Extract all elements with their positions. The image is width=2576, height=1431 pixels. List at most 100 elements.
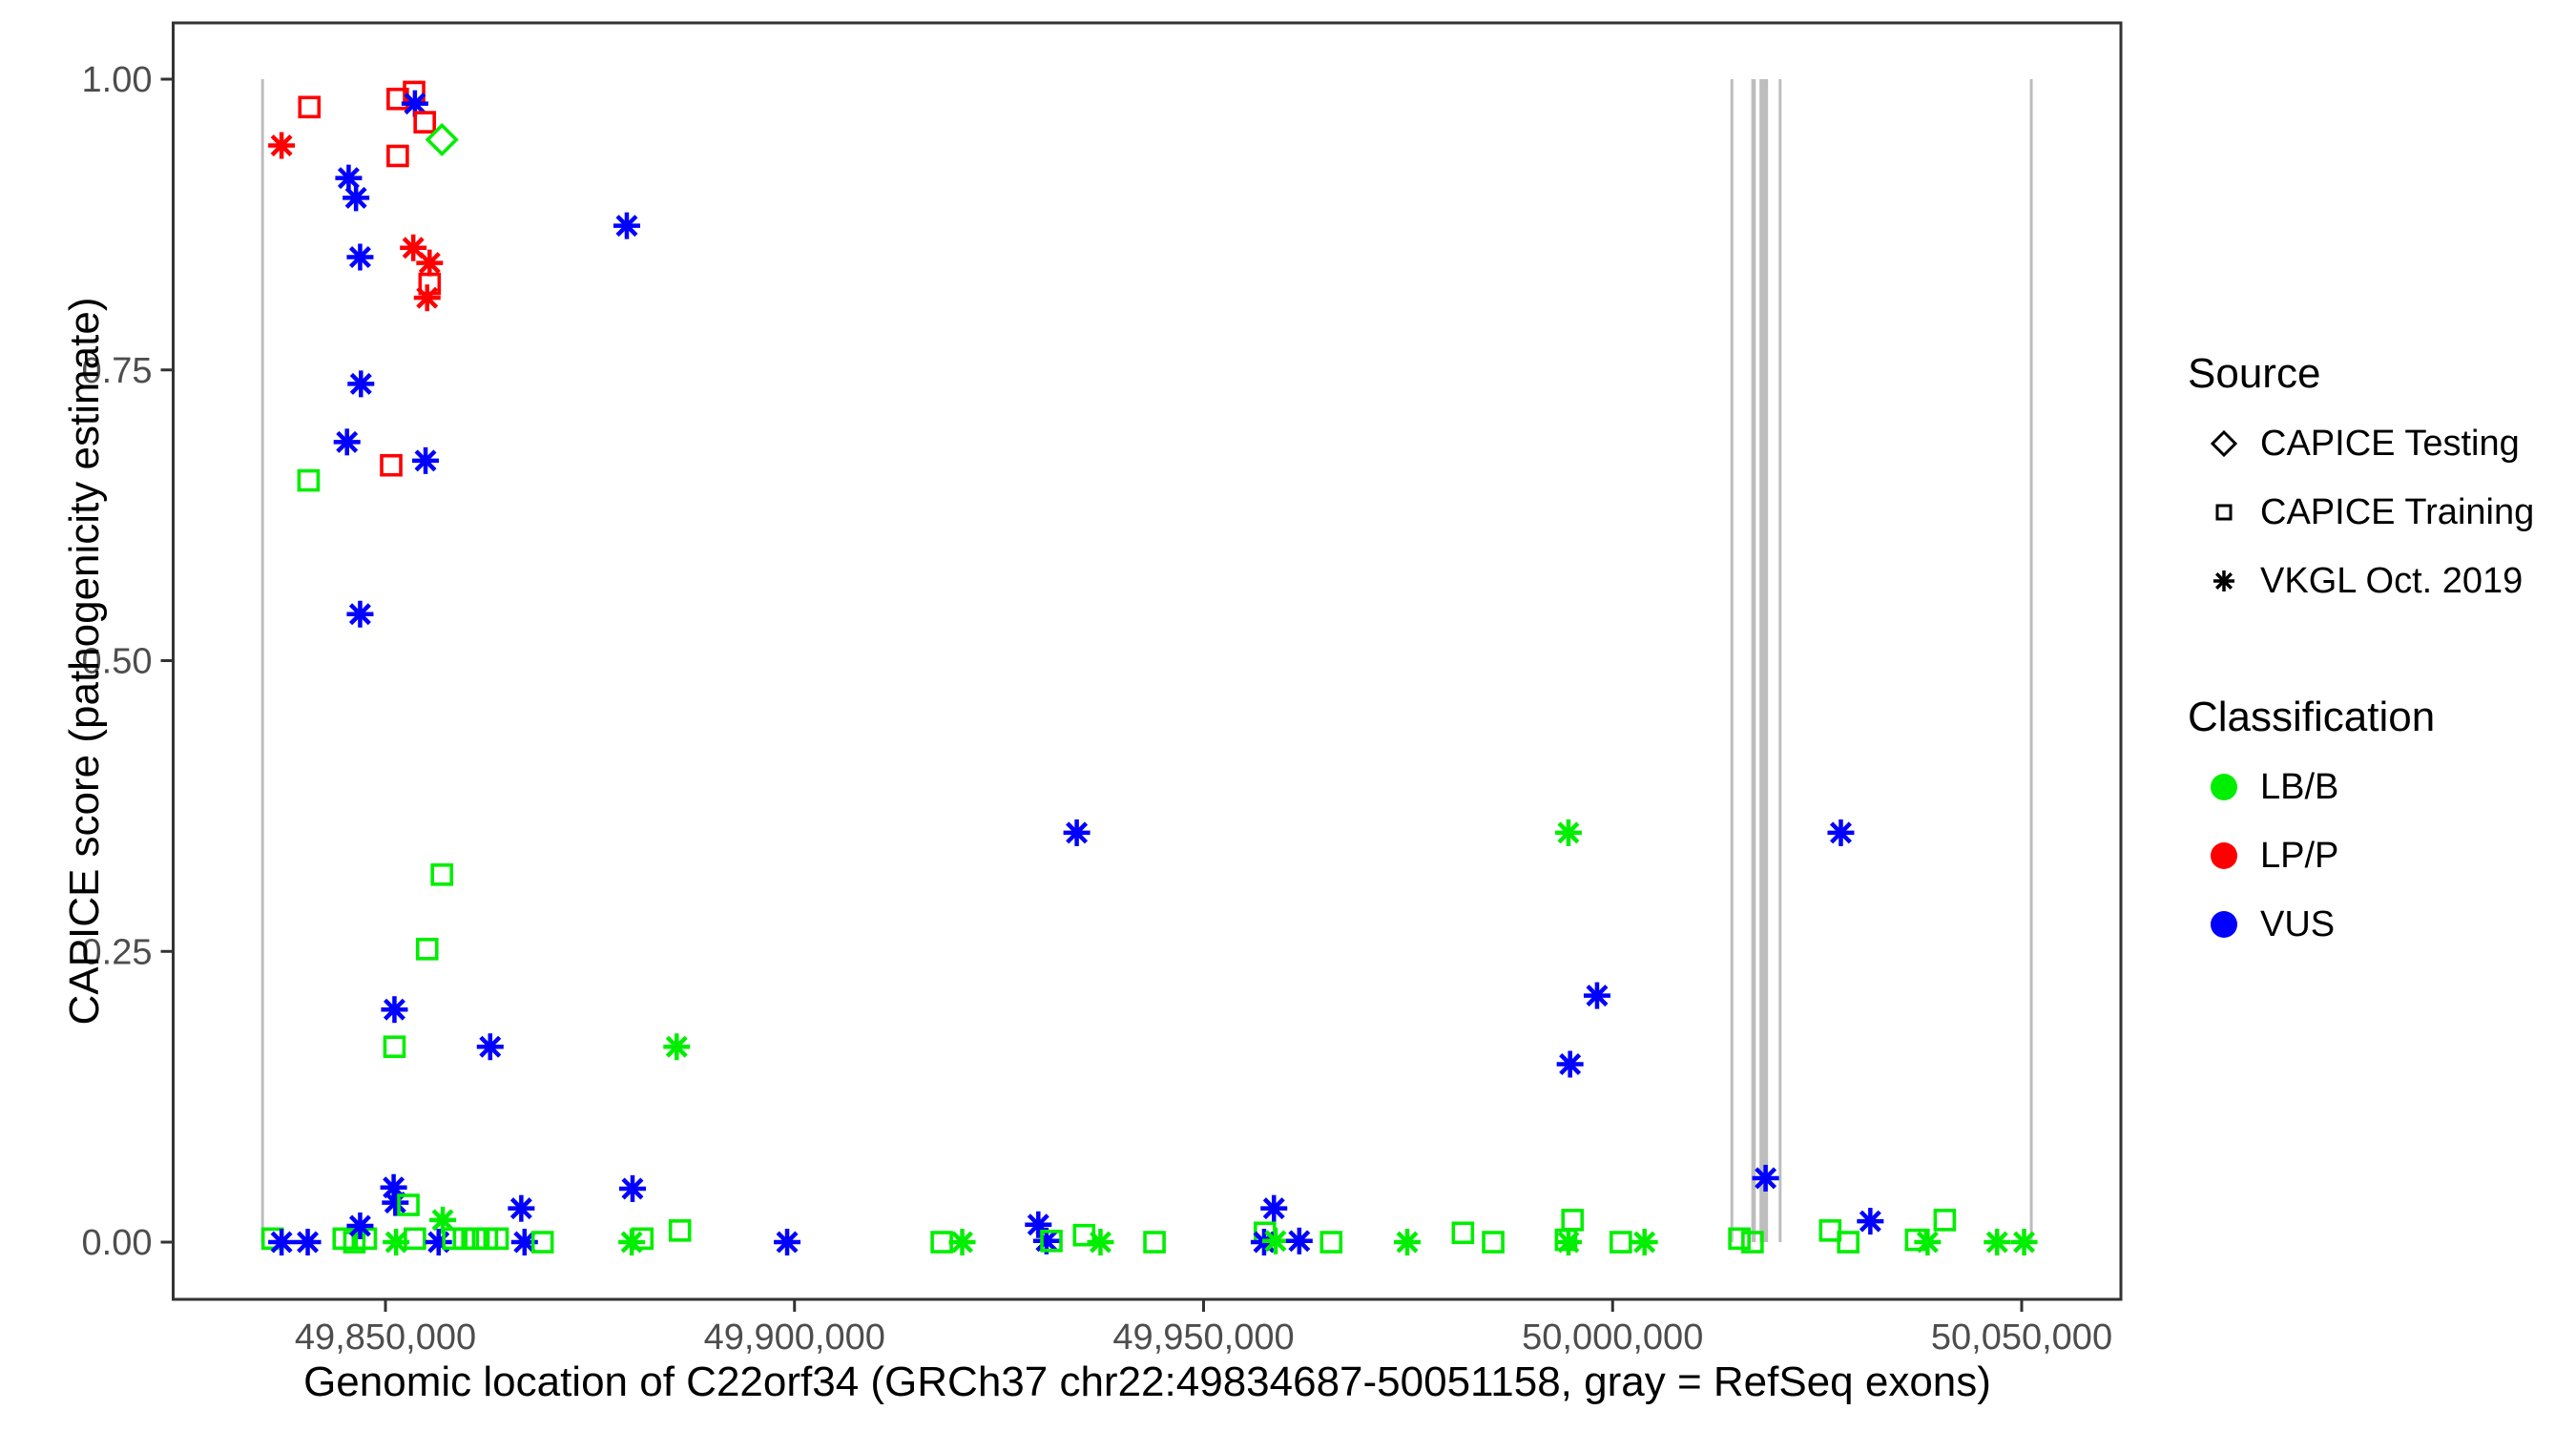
- data-point: [774, 1229, 801, 1256]
- data-point: [382, 1189, 409, 1216]
- refseq-exon-line: [1751, 79, 1756, 1243]
- data-point: [1556, 1050, 1584, 1078]
- data-point: [2010, 1229, 2038, 1256]
- legend-item-vus: VUS: [2188, 890, 2435, 959]
- x-tick-label: 50,000,000: [1522, 1317, 1703, 1358]
- square-legend-icon: [2215, 504, 2233, 521]
- data-point: [416, 249, 444, 277]
- data-point: [386, 144, 409, 168]
- dot-legend-icon: [2211, 842, 2237, 869]
- y-tick-label: 0.75: [82, 351, 153, 391]
- data-point: [347, 370, 375, 398]
- data-point: [346, 600, 374, 628]
- data-point: [508, 1194, 535, 1222]
- data-point: [413, 111, 436, 134]
- data-point: [430, 863, 453, 886]
- legend-item-label: VKGL Oct. 2019: [2260, 560, 2524, 601]
- data-point: [333, 428, 361, 456]
- data-point: [1728, 1227, 1751, 1251]
- data-point: [425, 122, 459, 156]
- data-point: [1752, 1164, 1779, 1192]
- refseq-exon-line: [2029, 79, 2033, 1243]
- legend-item-label: LB/B: [2260, 766, 2339, 807]
- data-point: [383, 1035, 406, 1059]
- diamond-legend-icon: [2210, 429, 2238, 458]
- data-point: [381, 996, 408, 1024]
- data-point: [1143, 1231, 1166, 1254]
- data-point: [1285, 1227, 1313, 1255]
- legend-item-vkgl-oct-2019: VKGL Oct. 2019: [2188, 547, 2534, 615]
- data-point: [1610, 1231, 1632, 1254]
- data-point: [346, 243, 374, 271]
- data-point: [294, 1229, 322, 1256]
- data-point: [668, 1219, 692, 1242]
- dot-legend-icon: [2211, 911, 2237, 938]
- data-point: [1741, 1231, 1764, 1254]
- data-point: [1857, 1208, 1884, 1235]
- y-tick-label: 0.00: [82, 1223, 153, 1263]
- refseq-exon-line: [1759, 79, 1769, 1243]
- data-point: [1818, 1219, 1842, 1242]
- legend-item-lp-p: LP/P: [2188, 821, 2435, 890]
- data-point: [1631, 1229, 1658, 1256]
- data-point: [930, 1231, 953, 1254]
- x-axis-title: Genomic location of C22orf34 (GRCh37 chr…: [303, 1358, 1991, 1405]
- legend-item-capice-testing: CAPICE Testing: [2188, 409, 2534, 478]
- data-point: [413, 284, 441, 312]
- data-point: [1583, 982, 1610, 1009]
- data-point: [948, 1229, 976, 1256]
- data-point: [631, 1227, 654, 1251]
- data-point: [1319, 1231, 1343, 1254]
- legend-item-capice-training: CAPICE Training: [2188, 478, 2534, 547]
- data-point: [1914, 1229, 1942, 1256]
- legend-source: Source CAPICE Testing CAPICE Training VKGL…: [2188, 350, 2534, 615]
- y-tick-label: 1.00: [82, 60, 153, 100]
- data-point: [397, 1193, 420, 1216]
- dot-legend-icon: [2211, 774, 2237, 800]
- data-point: [530, 1231, 554, 1254]
- data-point: [486, 1227, 509, 1251]
- data-point: [380, 453, 403, 477]
- data-point: [1394, 1229, 1422, 1256]
- data-point: [268, 132, 296, 159]
- data-point: [1554, 1229, 1582, 1256]
- data-point: [429, 1206, 457, 1234]
- legend-item-label: LP/P: [2260, 835, 2339, 876]
- legend-classification: Classification LB/B LP/P VUS: [2188, 694, 2435, 959]
- data-point: [663, 1033, 691, 1061]
- x-tick-label: 49,850,000: [295, 1317, 476, 1358]
- x-tick-label: 49,900,000: [704, 1317, 885, 1358]
- data-point: [415, 938, 439, 961]
- legend-classification-title: Classification: [2188, 694, 2436, 740]
- panel-border: [172, 21, 2123, 1301]
- x-tick-label: 50,050,000: [1931, 1317, 2112, 1358]
- x-tick-label: 49,950,000: [1112, 1317, 1294, 1358]
- data-point: [1040, 1230, 1063, 1253]
- asterisk-legend-icon: [2213, 570, 2234, 591]
- data-point: [613, 212, 640, 239]
- data-point: [412, 446, 440, 474]
- legend-item-label: VUS: [2260, 903, 2336, 944]
- data-point: [476, 1033, 504, 1061]
- data-point: [383, 1229, 410, 1256]
- data-point: [335, 164, 363, 192]
- data-point: [1087, 1229, 1114, 1256]
- data-point: [404, 1227, 426, 1251]
- refseq-exon-line: [260, 79, 264, 1243]
- data-point: [1451, 1221, 1475, 1245]
- data-point: [1837, 1231, 1860, 1254]
- data-point: [1827, 819, 1855, 846]
- data-point: [298, 95, 322, 119]
- data-point: [1261, 1227, 1289, 1255]
- data-point: [1933, 1209, 1957, 1232]
- data-point: [1554, 819, 1582, 846]
- legend-item-label: CAPICE Testing: [2260, 423, 2520, 464]
- legend-item-label: CAPICE Training: [2260, 491, 2535, 532]
- legend-source-title: Source: [2188, 350, 2321, 397]
- refseq-exon-line: [1730, 79, 1734, 1243]
- data-point: [1554, 1228, 1578, 1252]
- data-point: [346, 1212, 374, 1239]
- refseq-exon-line: [1778, 79, 1782, 1243]
